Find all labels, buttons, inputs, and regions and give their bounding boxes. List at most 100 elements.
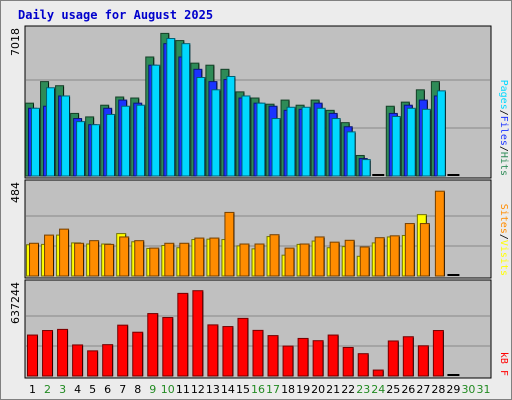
x-tick-label: 1 [29,383,36,396]
bar-sites-day-10 [164,242,175,277]
bar-kb-f-day-23 [357,353,369,377]
x-tick-label: 19 [296,383,310,396]
x-tick-label: 18 [281,383,295,396]
bar-pages-day-19 [301,106,311,177]
x-tick-label: 28 [431,383,445,396]
bar-kb-f-day-27 [417,345,429,377]
x-tick-label: 12 [191,383,205,396]
bar-pages-day-10 [166,38,176,177]
bar-kb-f-day-25 [387,340,399,377]
bar-kb-f-day-2 [42,330,54,377]
legend-hits-files-pages: Pages/Files/Hits [498,80,509,176]
legend-separator: / [498,146,509,152]
bar-kb-f-day-16 [252,329,264,377]
bar-pages-day-20 [316,107,326,177]
x-tick-label: 7 [119,383,126,396]
legend-separator: / [498,110,509,116]
bar-sites-day-25 [389,235,400,277]
x-axis-labels: 1 2 3 4 5 6 7 8 9 10 11 12 13 14 15 16 17 18 19 20 21 22 23 24 2… [29,383,490,396]
bar-sites-day-26 [404,223,415,277]
bar-pages-day-17 [271,118,281,177]
y-max-label: 484 [9,182,22,203]
legend-item: Pages [498,80,509,110]
x-tick-label: 30 [461,383,475,396]
x-tick-label: 31 [476,383,490,396]
bar-pages-day-22 [346,131,356,177]
legend-item: Files [498,116,509,146]
x-tick-label: 21 [326,383,340,396]
x-tick-label: 20 [311,383,325,396]
bar-sites-day-22 [344,239,355,277]
bar-pages-day-14 [226,75,236,177]
bar-kb-f-day-1 [27,334,39,377]
bar-pages-day-21 [331,118,341,177]
bar-pages-day-4 [76,121,86,177]
bar-pages-day-6 [106,113,116,177]
x-tick-label: 8 [134,383,141,396]
bar-sites-day-7 [119,236,130,277]
x-tick-label: 6 [104,383,111,396]
bar-pages-day-16 [256,102,266,177]
bar-kb-f-day-9 [147,313,159,377]
x-tick-label: 29 [446,383,460,396]
bars-visits-sites [26,190,460,277]
x-tick-label: 17 [266,383,280,396]
panel-visits-sites: 484 Sites/Visits [9,179,509,279]
x-tick-label: 10 [161,383,175,396]
x-tick-label: 3 [59,383,66,396]
x-tick-label: 25 [386,383,400,396]
bar-sites-day-13 [209,237,220,277]
bar-kb-f-day-7 [117,324,129,377]
x-tick-label: 11 [176,383,190,396]
bar-sites-day-6 [104,243,115,277]
x-tick-label: 16 [251,383,265,396]
bar-pages-day-27 [421,108,431,177]
legend-kbf: kB F [498,352,509,376]
bar-sites-day-11 [179,242,190,277]
bar-pages-day-5 [91,124,101,177]
bar-pages-day-2 [46,87,56,177]
bar-kb-f-day-18 [282,345,294,377]
bar-pages-day-12 [196,77,206,177]
x-tick-label: 24 [371,383,385,396]
bar-pages-day-7 [121,105,131,177]
legend-visits-sites: Sites/Visits [498,204,509,276]
bar-sites-day-17 [269,234,280,277]
bar-sites-day-24 [374,237,385,277]
bar-sites-day-15 [239,243,250,277]
bar-sites-day-27 [419,223,430,277]
bar-sites-day-8 [134,240,145,277]
bar-kb-f-day-10 [162,317,174,377]
bar-kb-f-day-11 [177,292,189,377]
bar-pages-day-11 [181,43,191,177]
bar-kb-f-day-24 [372,369,384,377]
x-tick-label: 4 [74,383,81,396]
bar-kb-f-day-13 [207,324,219,377]
bar-pages-day-26 [406,107,416,177]
bar-kb-f-day-17 [267,335,279,377]
bar-pages-day-9 [151,64,161,177]
bar-sites-day-18 [284,247,295,277]
bar-kb-f-day-28 [432,330,444,377]
bar-sites-day-20 [314,236,325,277]
x-tick-label: 22 [341,383,355,396]
bar-sites-day-28 [434,190,445,277]
bar-pages-day-28 [436,90,446,177]
bar-pages-day-18 [286,106,296,177]
bar-sites-day-4 [74,242,85,277]
bar-pages-day-25 [391,115,401,177]
x-tick-label: 15 [236,383,250,396]
legend-separator: / [498,234,509,240]
bar-kb-f-day-26 [402,336,414,377]
y-max-label: 637244 [9,282,22,324]
bar-sites-day-9 [149,247,160,277]
bar-kb-f-day-15 [237,317,249,377]
bar-kb-f-day-5 [87,350,99,377]
bar-pages-day-8 [136,104,146,177]
bar-sites-day-12 [194,237,205,277]
legend-item: kB F [498,352,509,376]
bar-kb-f-day-19 [297,337,309,377]
bar-sites-day-14 [224,211,235,277]
bar-kb-f-day-20 [312,340,324,377]
